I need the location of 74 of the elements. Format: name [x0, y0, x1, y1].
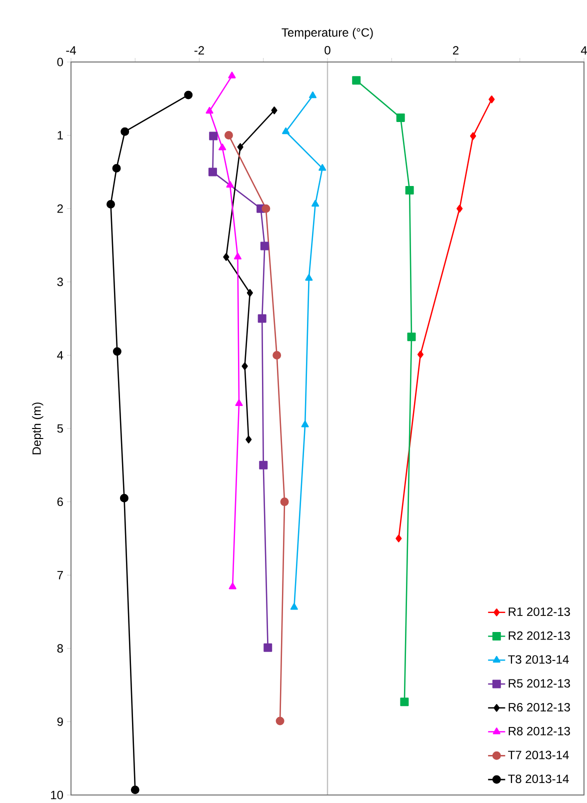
y-tick-label: 1 [58, 131, 63, 140]
point [206, 106, 214, 114]
point [352, 76, 361, 85]
point [488, 96, 495, 104]
point [246, 289, 253, 297]
point [235, 399, 243, 406]
point [130, 786, 140, 794]
point [208, 168, 217, 176]
point [234, 252, 242, 260]
point [396, 534, 402, 542]
point [407, 332, 416, 342]
point [242, 362, 248, 370]
point [470, 132, 476, 140]
point [271, 106, 278, 114]
point [120, 127, 130, 136]
point [106, 200, 116, 208]
point [112, 164, 121, 173]
point [120, 494, 128, 502]
point [209, 132, 218, 140]
legend-label: R1 2012-13 [508, 607, 570, 616]
x-tick-label: 4 [580, 46, 587, 54]
y-axis-title: Depth (m) [32, 402, 44, 454]
x-axis-title: Temperature (°C) [282, 28, 373, 40]
point [301, 420, 309, 428]
point [237, 143, 244, 151]
point [405, 186, 414, 195]
legend-label: R6 2012-13 [508, 702, 570, 712]
point [318, 164, 326, 171]
point [184, 90, 193, 100]
y-tick-label: 6 [57, 498, 63, 506]
y-tick-label: 3 [57, 278, 63, 286]
point [258, 314, 266, 323]
point [226, 180, 234, 188]
point [223, 253, 230, 261]
y-tick-label: 10 [51, 790, 63, 800]
x-tick-label: 0 [324, 46, 330, 54]
legend-label: R8 2012-13 [508, 726, 570, 736]
point [264, 643, 272, 652]
point [228, 582, 236, 590]
legend-label: T7 2013-14 [508, 750, 569, 760]
point [282, 127, 290, 134]
legend-label: R5 2012-13 [508, 679, 570, 688]
point [272, 350, 282, 360]
point [246, 436, 252, 444]
point [417, 350, 424, 358]
legend-label: T3 2013-14 [508, 655, 569, 664]
point [228, 72, 236, 78]
point [312, 200, 320, 207]
point [262, 204, 270, 213]
point [218, 144, 226, 150]
point [290, 603, 298, 610]
point [259, 460, 268, 470]
point [260, 242, 269, 250]
x-tick-label: 2 [453, 46, 458, 54]
point [305, 274, 313, 281]
point [276, 716, 284, 726]
point [112, 347, 122, 356]
y-tick-label: 2 [57, 204, 63, 213]
x-tick-label: -4 [66, 46, 76, 54]
point [396, 113, 405, 122]
point [456, 204, 463, 212]
y-tick-label: 8 [57, 644, 63, 653]
point [280, 498, 289, 506]
y-tick-label: 7 [57, 570, 63, 580]
point [308, 91, 317, 98]
x-tick-label: -2 [194, 46, 204, 54]
legend-label: T8 2013-14 [508, 774, 569, 784]
y-tick-label: 4 [57, 351, 64, 360]
point [400, 698, 409, 706]
y-tick-label: 0 [57, 58, 64, 66]
legend-label: R2 2012-13 [508, 631, 570, 640]
y-tick-label: 5 [57, 424, 63, 433]
point [224, 131, 233, 140]
y-tick-label: 9 [57, 717, 63, 726]
